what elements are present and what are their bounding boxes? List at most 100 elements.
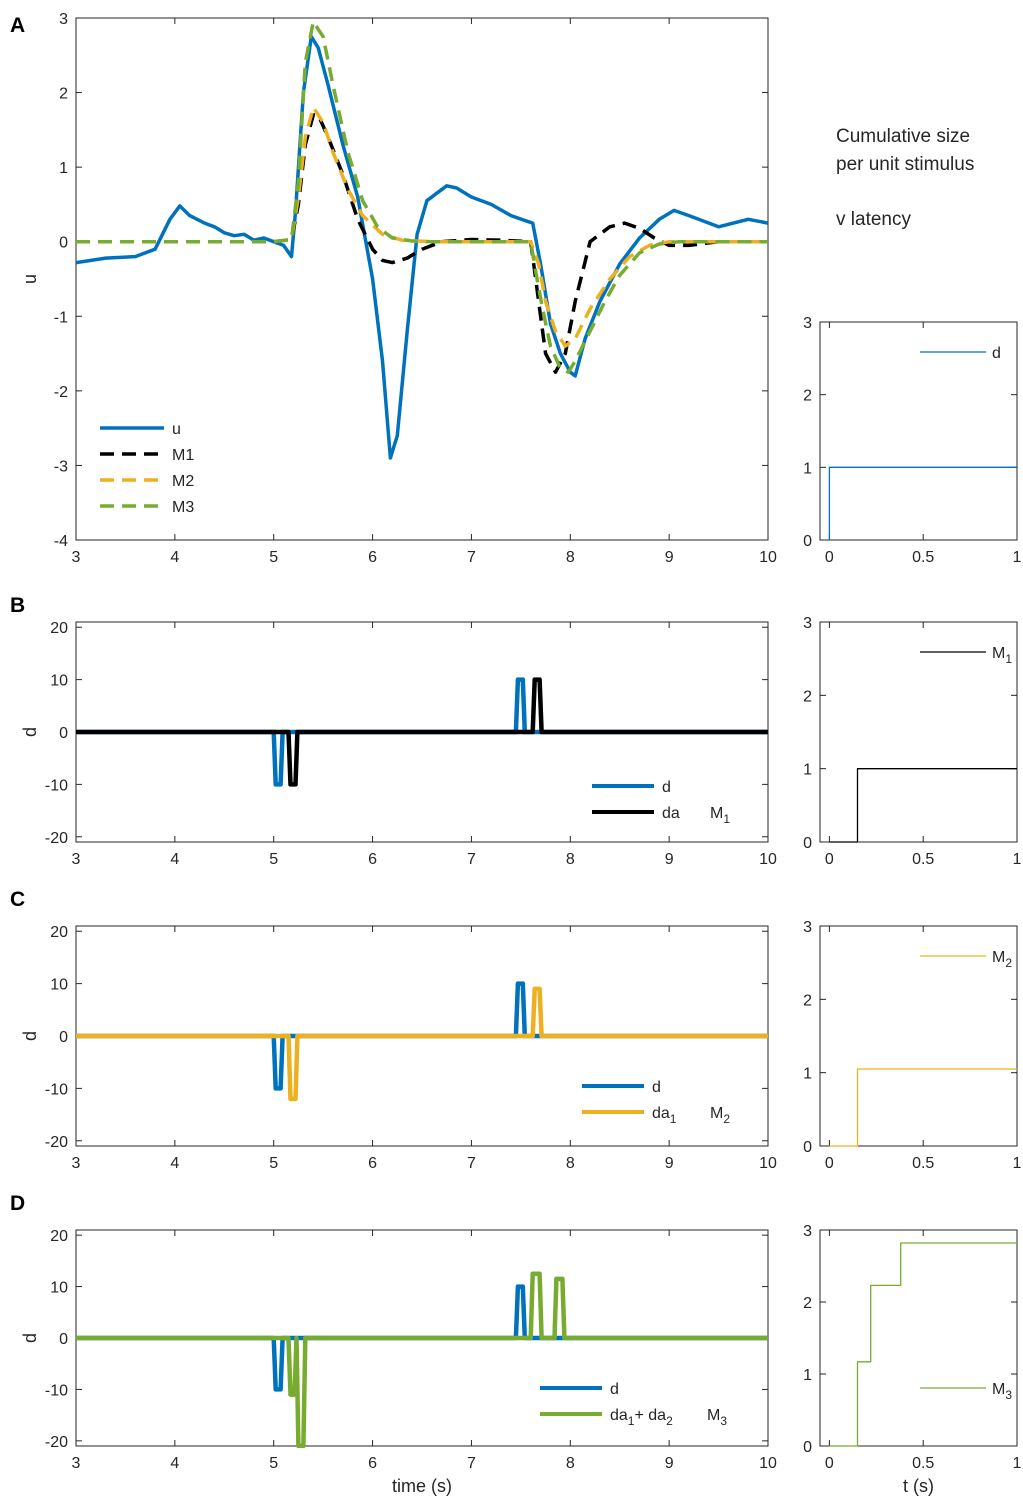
x-tick-label: 7 bbox=[467, 851, 476, 868]
series-line-m3 bbox=[829, 1242, 1017, 1447]
x-tick-label: 8 bbox=[566, 549, 575, 566]
series-line-m1 bbox=[76, 113, 768, 374]
y-tick-label: 1 bbox=[803, 460, 812, 477]
x-tick-label: 5 bbox=[269, 549, 278, 566]
x-tick-label: 5 bbox=[269, 851, 278, 868]
legend: M3 bbox=[920, 1381, 1012, 1402]
legend: d da1 M2 bbox=[582, 1079, 730, 1126]
panel-label: D bbox=[10, 1192, 25, 1215]
x-tick-label: 10 bbox=[759, 1155, 777, 1172]
y-tick-label: 1 bbox=[803, 1367, 812, 1384]
x-tick-label: 1 bbox=[1013, 1455, 1022, 1472]
x-tick-label: 3 bbox=[72, 851, 81, 868]
side-note-line-1: Cumulative size bbox=[836, 126, 970, 147]
x-tick-label: 0.5 bbox=[912, 549, 934, 566]
y-tick-label: 2 bbox=[803, 992, 812, 1009]
y-axis-label: d bbox=[20, 727, 40, 737]
chart-panel-sb: 0 0.5 1 0 1 2 3 M1 bbox=[803, 615, 1021, 868]
legend-label: M1 bbox=[172, 447, 194, 464]
x-tick-label: 6 bbox=[368, 1155, 377, 1172]
y-tick-label: -20 bbox=[45, 830, 68, 847]
x-tick-label: 6 bbox=[368, 851, 377, 868]
side-note: Cumulative size per unit stimulus v late… bbox=[836, 126, 974, 230]
panel-label: A bbox=[10, 14, 25, 37]
chart-panel-sa: 0 0.5 1 0 1 2 3 d bbox=[803, 315, 1021, 566]
side-note-line-3: v latency bbox=[836, 209, 911, 230]
y-tick-label: -10 bbox=[45, 1081, 68, 1098]
y-tick-label: 2 bbox=[803, 388, 812, 405]
side-note-line-2: per unit stimulus bbox=[836, 154, 974, 175]
legend-label: u bbox=[172, 421, 181, 438]
y-tick-label: 10 bbox=[50, 1280, 68, 1297]
x-tick-label: 5 bbox=[269, 1455, 278, 1472]
y-axis-label: d bbox=[20, 1031, 40, 1041]
legend-label: d bbox=[652, 1079, 661, 1096]
x-tick-label: 0.5 bbox=[912, 1155, 934, 1172]
panel-label: C bbox=[10, 888, 25, 911]
legend-model-label: M1 bbox=[710, 805, 730, 826]
y-tick-label: 0 bbox=[803, 1439, 812, 1456]
series-line-da1-da2 bbox=[76, 1271, 768, 1448]
legend-label: d bbox=[662, 779, 671, 796]
x-tick-label: 9 bbox=[665, 549, 674, 566]
series-line-m1 bbox=[829, 768, 1017, 843]
x-axis-label: t (s) bbox=[903, 1476, 934, 1496]
y-tick-label: -10 bbox=[45, 1382, 68, 1399]
x-tick-label: 9 bbox=[665, 1155, 674, 1172]
y-tick-label: 0 bbox=[59, 1029, 68, 1046]
y-tick-label: 1 bbox=[803, 762, 812, 779]
axes-box bbox=[75, 17, 769, 541]
y-tick-label: 2 bbox=[803, 688, 812, 705]
legend-label: M3 bbox=[992, 1381, 1012, 1402]
series-line-m2 bbox=[76, 105, 768, 348]
legend-label: M3 bbox=[172, 499, 194, 516]
x-tick-label: 3 bbox=[72, 549, 81, 566]
x-tick-label: 8 bbox=[566, 1155, 575, 1172]
legend-label: d bbox=[992, 345, 1001, 362]
legend-label: da1+ da2 bbox=[610, 1407, 673, 1428]
x-tick-label: 7 bbox=[467, 1455, 476, 1472]
legend: M2 bbox=[920, 949, 1012, 970]
x-tick-label: 0 bbox=[825, 851, 834, 868]
legend-label: M2 bbox=[992, 949, 1012, 970]
series-line-u bbox=[76, 34, 768, 460]
x-tick-label: 10 bbox=[759, 549, 777, 566]
x-tick-label: 4 bbox=[170, 851, 179, 868]
x-tick-label: 7 bbox=[467, 1155, 476, 1172]
panel-label: B bbox=[10, 594, 25, 617]
axes-box bbox=[819, 321, 1018, 541]
y-tick-label: -2 bbox=[54, 384, 68, 401]
y-tick-label: 3 bbox=[803, 919, 812, 936]
y-tick-label: 3 bbox=[803, 615, 812, 632]
x-tick-label: 10 bbox=[759, 851, 777, 868]
axes-box bbox=[819, 1229, 1018, 1447]
chart-panel-d: 3 4 5 6 7 8 9 10 -20 -10 0 10 20 Dd time (s) d da1+ da2 M… bbox=[10, 1192, 777, 1496]
y-tick-label: 0 bbox=[59, 1331, 68, 1348]
y-axis-label: u bbox=[20, 274, 40, 284]
x-tick-label: 3 bbox=[72, 1155, 81, 1172]
y-tick-label: -4 bbox=[54, 533, 68, 550]
y-tick-label: 0 bbox=[59, 725, 68, 742]
x-tick-label: 9 bbox=[665, 1455, 674, 1472]
y-tick-label: 10 bbox=[50, 673, 68, 690]
y-tick-label: 1 bbox=[59, 160, 68, 177]
legend-label: da bbox=[662, 805, 680, 822]
legend-model-label: M3 bbox=[707, 1407, 727, 1428]
series-line-m3 bbox=[76, 19, 768, 374]
legend-label: M1 bbox=[992, 645, 1012, 666]
x-tick-label: 0.5 bbox=[912, 1455, 934, 1472]
series-line-da1 bbox=[76, 986, 768, 1102]
axes-box bbox=[819, 925, 1018, 1147]
x-tick-label: 9 bbox=[665, 851, 674, 868]
legend-model-label: M2 bbox=[710, 1105, 730, 1126]
y-tick-label: 20 bbox=[50, 924, 68, 941]
y-tick-label: 3 bbox=[803, 315, 812, 332]
series-line-da bbox=[76, 677, 768, 787]
y-tick-label: -20 bbox=[45, 1434, 68, 1451]
y-tick-label: 0 bbox=[803, 1139, 812, 1156]
x-axis-label: time (s) bbox=[392, 1476, 452, 1496]
y-tick-label: -1 bbox=[54, 309, 68, 326]
chart-panel-sc: 0 0.5 1 0 1 2 3 M2 bbox=[803, 919, 1021, 1172]
legend: u M1 M2 M3 bbox=[100, 421, 194, 516]
